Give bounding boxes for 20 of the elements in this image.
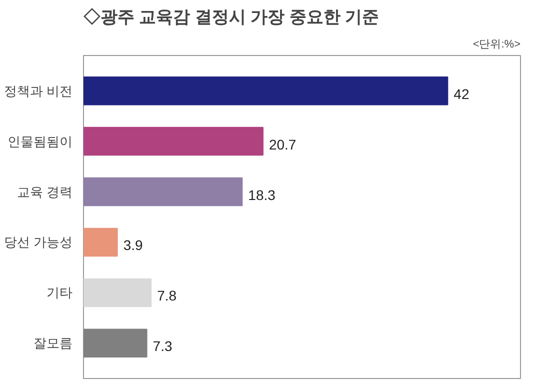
data-label: 20.7: [268, 136, 296, 152]
data-label: 3.9: [123, 237, 143, 254]
y-tick-label: 잘모름: [34, 336, 72, 351]
y-tick-label: 당선 가능성: [4, 234, 73, 250]
bar: [84, 126, 264, 156]
bar: [84, 328, 148, 358]
y-tick-label: 기타: [46, 285, 72, 300]
data-label: 18.3: [248, 186, 276, 203]
text: <단위:%>: [472, 38, 521, 50]
data-label: 7.3: [152, 338, 172, 354]
bar: [84, 76, 448, 106]
data-label: 42: [454, 86, 470, 102]
data-label: 7.8: [157, 288, 177, 304]
bar: [84, 177, 243, 206]
y-tick-label: 교육 경력: [16, 184, 73, 200]
bar: [84, 278, 152, 308]
chart-title: ◇광주 교육감 결정시 가장 중요한 기준: [84, 8, 380, 26]
bar: [84, 228, 118, 257]
y-tick-label: 정책과 비전: [4, 83, 73, 98]
y-tick-label: 인물됨됨이: [8, 134, 72, 149]
